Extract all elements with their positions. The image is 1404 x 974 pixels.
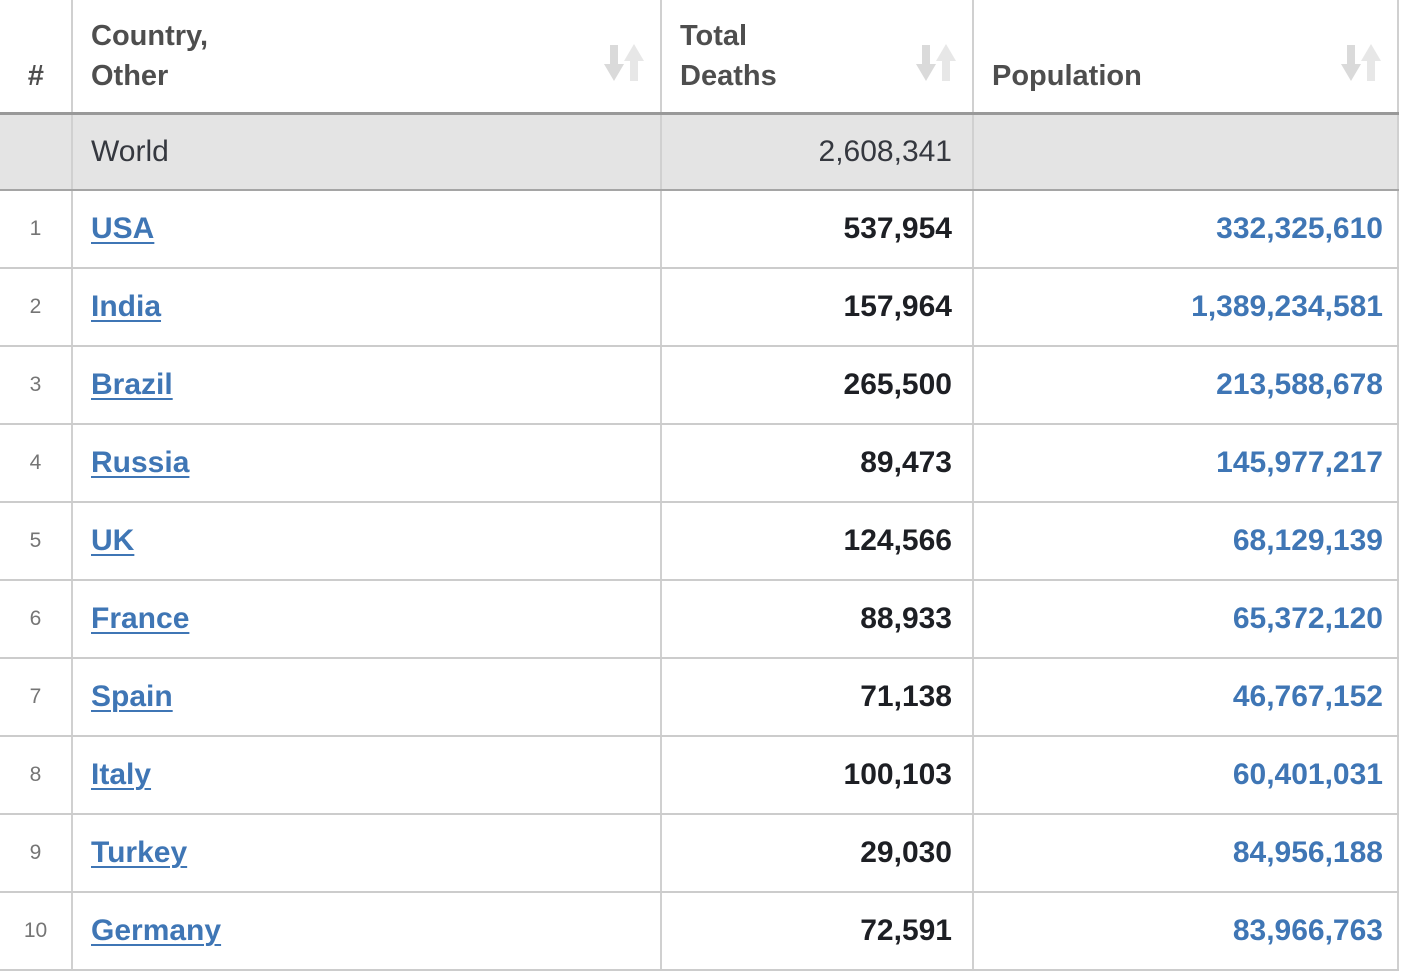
row-rank-cell: 9: [0, 814, 73, 893]
row-total-deaths-cell: 124,566: [661, 502, 974, 581]
world-row: World 2,608,341: [0, 113, 1399, 191]
row-total-deaths-cell: 100,103: [661, 736, 974, 815]
row-total-deaths-cell: 71,138: [661, 658, 974, 737]
row-population-cell: 83,966,763: [973, 892, 1399, 971]
header-population-label: Population: [992, 59, 1142, 92]
country-link[interactable]: USA: [91, 212, 155, 245]
row-population-cell: 332,325,610: [973, 190, 1399, 269]
country-link[interactable]: India: [91, 290, 162, 323]
country-link[interactable]: France: [91, 602, 190, 635]
row-population-cell: 1,389,234,581: [973, 268, 1399, 347]
row-country-cell: France: [72, 580, 662, 659]
row-population-cell: 60,401,031: [973, 736, 1399, 815]
row-country-cell: Spain: [72, 658, 662, 737]
sort-icon[interactable]: [1339, 43, 1383, 93]
row-rank-cell: 4: [0, 424, 73, 503]
header-country[interactable]: Country, Other: [72, 0, 662, 115]
country-link[interactable]: UK: [91, 524, 135, 557]
row-total-deaths-cell: 88,933: [661, 580, 974, 659]
table-row: 5 UK 124,566 68,129,139: [0, 502, 1399, 581]
row-population-cell: 145,977,217: [973, 424, 1399, 503]
table-row: 8 Italy 100,103 60,401,031: [0, 736, 1399, 815]
row-rank-cell: 10: [0, 892, 73, 971]
row-rank-cell: 6: [0, 580, 73, 659]
row-population-cell: 213,588,678: [973, 346, 1399, 425]
row-rank-cell: 5: [0, 502, 73, 581]
table-row: 3 Brazil 265,500 213,588,678: [0, 346, 1399, 425]
table-row: 7 Spain 71,138 46,767,152: [0, 658, 1399, 737]
row-population-cell: 46,767,152: [973, 658, 1399, 737]
row-country-cell: USA: [72, 190, 662, 269]
sort-icon[interactable]: [914, 43, 958, 93]
row-country-cell: India: [72, 268, 662, 347]
table-row: 10 Germany 72,591 83,966,763: [0, 892, 1399, 971]
header-rank-label: #: [27, 59, 44, 92]
row-total-deaths-cell: 29,030: [661, 814, 974, 893]
table-row: 1 USA 537,954 332,325,610: [0, 190, 1399, 269]
table-row: 4 Russia 89,473 145,977,217: [0, 424, 1399, 503]
country-link[interactable]: Brazil: [91, 368, 173, 401]
row-population-cell: 65,372,120: [973, 580, 1399, 659]
table-body: World 2,608,341 1 USA 537,954 332,325,61…: [0, 113, 1399, 971]
row-country-cell: Russia: [72, 424, 662, 503]
row-population-cell: 84,956,188: [973, 814, 1399, 893]
sort-icon[interactable]: [602, 43, 646, 93]
row-total-deaths-cell: 89,473: [661, 424, 974, 503]
row-rank-cell: 2: [0, 268, 73, 347]
row-rank-cell: 3: [0, 346, 73, 425]
row-total-deaths-cell: 537,954: [661, 190, 974, 269]
world-total-deaths-cell: 2,608,341: [661, 113, 974, 191]
table-row: 2 India 157,964 1,389,234,581: [0, 268, 1399, 347]
country-link[interactable]: Italy: [91, 758, 152, 791]
row-population-cell: 68,129,139: [973, 502, 1399, 581]
header-total-deaths[interactable]: Total Deaths: [661, 0, 974, 115]
country-link[interactable]: Russia: [91, 446, 190, 479]
table-row: 6 France 88,933 65,372,120: [0, 580, 1399, 659]
row-rank-cell: 8: [0, 736, 73, 815]
row-total-deaths-cell: 157,964: [661, 268, 974, 347]
country-link[interactable]: Spain: [91, 680, 173, 713]
world-rank-cell: [0, 113, 73, 191]
header-country-label: Country, Other: [91, 19, 209, 92]
table-row: 9 Turkey 29,030 84,956,188: [0, 814, 1399, 893]
row-rank-cell: 7: [0, 658, 73, 737]
header-population[interactable]: Population: [973, 0, 1399, 115]
row-country-cell: UK: [72, 502, 662, 581]
row-country-cell: Turkey: [72, 814, 662, 893]
row-country-cell: Italy: [72, 736, 662, 815]
header-row: # Country, Other T: [0, 0, 1399, 115]
row-rank-cell: 1: [0, 190, 73, 269]
row-total-deaths-cell: 72,591: [661, 892, 974, 971]
country-link[interactable]: Turkey: [91, 836, 188, 869]
row-country-cell: Germany: [72, 892, 662, 971]
country-link[interactable]: Germany: [91, 914, 222, 947]
world-name-cell: World: [72, 113, 662, 191]
row-country-cell: Brazil: [72, 346, 662, 425]
row-total-deaths-cell: 265,500: [661, 346, 974, 425]
world-population-cell: [973, 113, 1399, 191]
header-total-deaths-label: Total Deaths: [680, 19, 777, 92]
header-rank: #: [0, 0, 73, 115]
